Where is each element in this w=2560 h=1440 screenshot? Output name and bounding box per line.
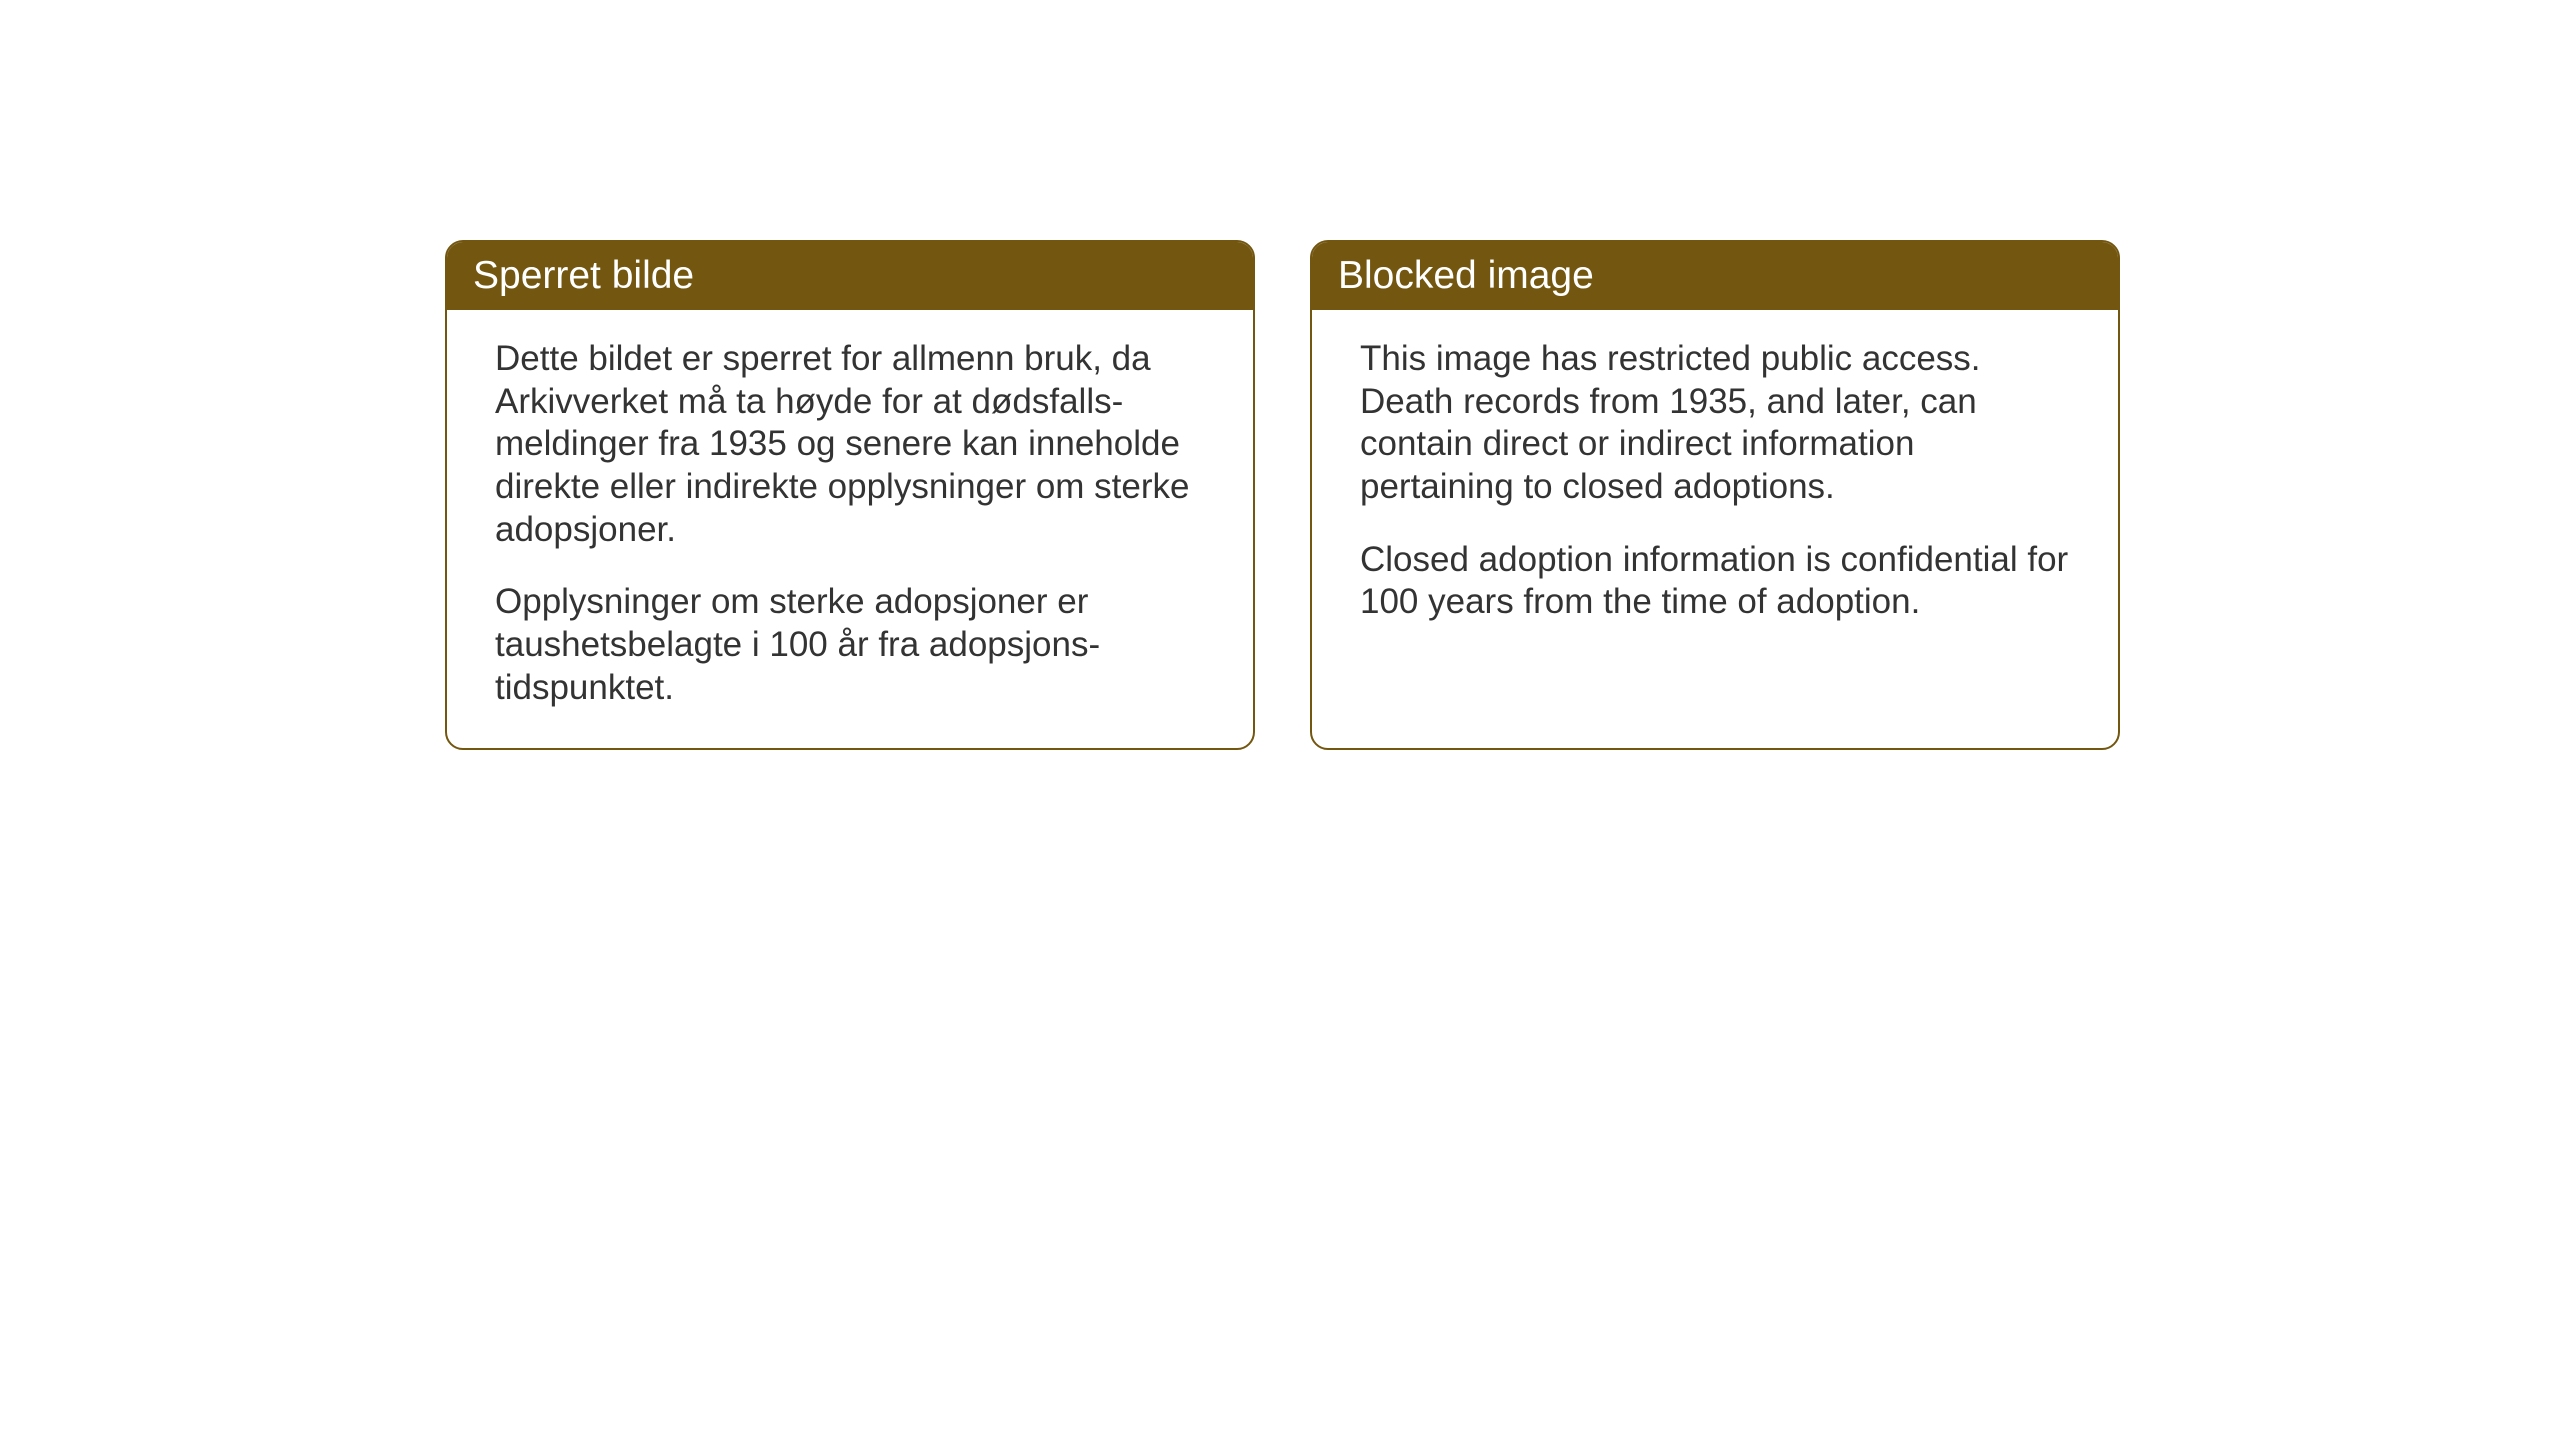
card-body-english: This image has restricted public access.… — [1312, 310, 2118, 662]
card-body-norwegian: Dette bildet er sperret for allmenn bruk… — [447, 310, 1253, 748]
paragraph-1-norwegian: Dette bildet er sperret for allmenn bruk… — [495, 338, 1205, 551]
card-header-english: Blocked image — [1312, 242, 2118, 310]
notice-cards-container: Sperret bilde Dette bildet er sperret fo… — [0, 0, 2560, 750]
notice-card-english: Blocked image This image has restricted … — [1310, 240, 2120, 750]
card-title-norwegian: Sperret bilde — [473, 254, 694, 297]
paragraph-2-english: Closed adoption information is confident… — [1360, 539, 2070, 624]
paragraph-2-norwegian: Opplysninger om sterke adopsjoner er tau… — [495, 581, 1205, 709]
card-header-norwegian: Sperret bilde — [447, 242, 1253, 310]
card-title-english: Blocked image — [1338, 254, 1594, 297]
notice-card-norwegian: Sperret bilde Dette bildet er sperret fo… — [445, 240, 1255, 750]
paragraph-1-english: This image has restricted public access.… — [1360, 338, 2070, 509]
